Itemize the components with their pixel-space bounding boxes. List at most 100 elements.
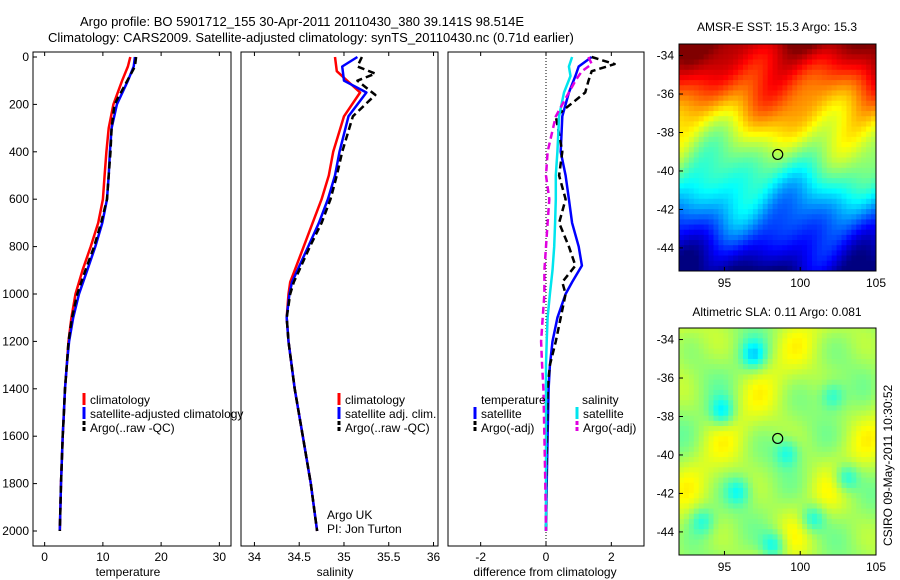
temperature-x-axis: 0 10 20 30 — [41, 52, 226, 564]
heatmap-cell — [802, 188, 808, 195]
heatmap-cell — [836, 467, 843, 474]
heatmap-cell — [777, 446, 784, 453]
heatmap-cell — [733, 451, 739, 458]
heatmap-cell — [728, 348, 734, 355]
heatmap-cell — [718, 250, 724, 257]
heatmap-cell — [846, 95, 852, 102]
heatmap-cell — [816, 183, 823, 190]
heatmap-cell — [688, 240, 695, 246]
heatmap-cell — [733, 188, 739, 195]
heatmap-cell — [826, 379, 833, 386]
heatmap-cell — [718, 162, 724, 169]
heatmap-cell — [792, 364, 798, 370]
heatmap-cell — [816, 534, 823, 541]
heatmap-cell — [831, 451, 838, 458]
heatmap-cell — [807, 147, 813, 153]
heatmap-cell — [762, 74, 769, 81]
heatmap-cell — [679, 136, 685, 143]
heatmap-cell — [713, 446, 719, 453]
heatmap-cell — [782, 446, 788, 453]
heatmap-cell — [782, 188, 788, 195]
heatmap-cell — [733, 85, 739, 92]
heatmap-cell — [856, 415, 862, 422]
heatmap-cell — [708, 338, 715, 345]
heatmap-cell — [811, 462, 818, 468]
heatmap-cell — [718, 518, 724, 525]
heatmap-cell — [777, 451, 784, 458]
heatmap-cell — [693, 487, 700, 494]
heatmap-cell — [831, 348, 838, 355]
heatmap-cell — [747, 188, 754, 195]
heatmap-cell — [841, 415, 848, 422]
heatmap-cell — [743, 348, 749, 355]
heatmap-cell — [767, 167, 774, 174]
heatmap-cell — [688, 214, 695, 221]
heatmap-cell — [861, 358, 867, 365]
heatmap-cell — [836, 420, 843, 427]
heatmap-cell — [802, 524, 808, 530]
heatmap-cell — [777, 467, 784, 474]
heatmap-cell — [752, 389, 759, 396]
heatmap-cell — [679, 198, 685, 205]
heatmap-cell — [821, 157, 828, 164]
heatmap-cell — [856, 131, 862, 138]
heatmap-cell — [826, 224, 833, 231]
heatmap-cell — [811, 260, 818, 267]
heatmap-cell — [861, 209, 867, 215]
heatmap-cell — [713, 343, 719, 350]
heatmap-cell — [841, 136, 848, 143]
heatmap-cell — [861, 451, 867, 458]
heatmap-cell — [797, 338, 803, 345]
heatmap-cell — [762, 234, 769, 241]
heatmap-cell — [752, 467, 759, 474]
heatmap-cell — [743, 219, 749, 226]
heatmap-cell — [866, 529, 872, 535]
heatmap-cell — [757, 410, 764, 417]
heatmap-cell — [851, 214, 857, 221]
heatmap-cell — [866, 348, 872, 355]
heatmap-cell — [836, 162, 843, 169]
heatmap-cell — [807, 369, 813, 376]
heatmap-cell — [782, 477, 788, 484]
heatmap-cell — [856, 379, 862, 386]
heatmap-cell — [787, 178, 793, 184]
heatmap-cell — [866, 410, 872, 417]
heatmap-cell — [757, 260, 764, 267]
heatmap-cell — [826, 369, 833, 376]
heatmap-cell — [752, 131, 759, 138]
heatmap-cell — [683, 451, 690, 458]
heatmap-cell — [861, 44, 867, 50]
heatmap-cell — [821, 245, 828, 251]
heatmap-cell — [743, 105, 749, 112]
heatmap-cell — [743, 431, 749, 437]
heatmap-cell — [807, 157, 813, 164]
heatmap-cell — [728, 193, 734, 200]
heatmap-cell — [802, 405, 808, 412]
heatmap-cell — [698, 116, 705, 122]
heatmap-cell — [802, 353, 808, 360]
heatmap-cell — [856, 513, 862, 520]
heatmap-cell — [708, 384, 715, 391]
heatmap-cell — [861, 498, 867, 505]
heatmap-cell — [698, 178, 705, 184]
heatmap-cell — [762, 229, 769, 236]
heatmap-cell — [802, 142, 808, 148]
heatmap-cell — [821, 539, 828, 546]
heatmap-cell — [752, 513, 759, 520]
heatmap-cell — [762, 167, 769, 174]
heatmap-cell — [698, 410, 705, 417]
heatmap-cell — [772, 74, 779, 81]
heatmap-cell — [703, 240, 710, 246]
heatmap-cell — [723, 80, 729, 86]
heatmap-cell — [767, 131, 774, 138]
heatmap-cell — [713, 462, 719, 468]
heatmap-cell — [693, 229, 700, 236]
heatmap-cell — [718, 405, 724, 412]
heatmap-cell — [703, 358, 710, 365]
heatmap-cell — [738, 467, 744, 474]
heatmap-cell — [802, 44, 808, 50]
heatmap-cell — [703, 405, 710, 412]
heatmap-cell — [683, 436, 690, 443]
heatmap-cell — [836, 400, 843, 406]
heatmap-cell — [738, 54, 744, 61]
